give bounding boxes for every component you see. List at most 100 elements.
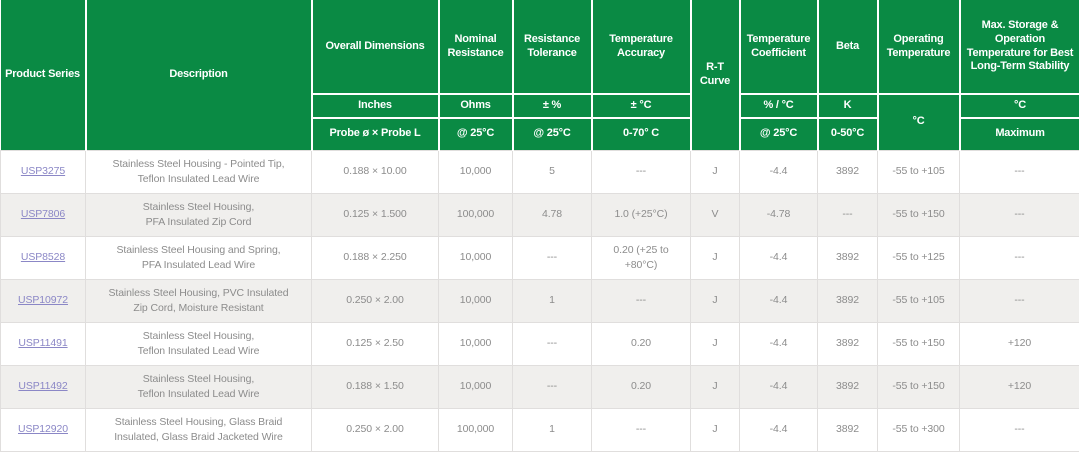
col-header-operating-temperature: Operating Temperature <box>876 0 961 95</box>
cell-accuracy: 0.20 <box>591 364 691 409</box>
cell-description: Stainless Steel Housing, Glass Braid Ins… <box>85 407 312 452</box>
condition-temperature-coefficient: @ 25°C <box>738 117 819 150</box>
cell-operating: -55 to +105 <box>877 149 960 194</box>
cell-beta: 3892 <box>817 364 878 409</box>
unit-overall-dimensions: Inches <box>310 93 440 119</box>
cell-accuracy: 0.20 (+25 to +80°C) <box>591 235 691 280</box>
cell-tolerance: --- <box>512 235 592 280</box>
cell-curve: J <box>690 364 740 409</box>
product-series-link[interactable]: USP12920 <box>18 423 68 436</box>
cell-coefficient: -4.4 <box>739 407 818 452</box>
cell-operating: -55 to +150 <box>877 364 960 409</box>
table-row: USP10972 Stainless Steel Housing, PVC Ins… <box>0 278 1079 323</box>
unit-max-storage: °C <box>958 93 1079 119</box>
cell-coefficient: -4.4 <box>739 278 818 323</box>
cell-resistance: 10,000 <box>438 278 513 323</box>
col-header-resistance-tolerance: Resistance Tolerance <box>511 0 593 95</box>
unit-beta: K <box>816 93 879 119</box>
cell-tolerance: --- <box>512 321 592 366</box>
condition-max-storage: Maximum <box>958 117 1079 150</box>
cell-curve: V <box>690 192 740 237</box>
product-series-link[interactable]: USP11491 <box>18 337 68 350</box>
table-row: USP3275 Stainless Steel Housing - Pointed… <box>0 149 1079 194</box>
cell-max-storage: --- <box>959 192 1079 237</box>
cell-series: USP12920 <box>0 407 86 452</box>
col-header-overall-dimensions: Overall Dimensions <box>310 0 440 95</box>
col-header-description: Description <box>84 0 313 150</box>
cell-series: USP3275 <box>0 149 86 194</box>
condition-beta: 0-50°C <box>816 117 879 150</box>
condition-resistance-tolerance: @ 25°C <box>511 117 593 150</box>
cell-resistance: 10,000 <box>438 321 513 366</box>
cell-max-storage: +120 <box>959 364 1079 409</box>
cell-accuracy: --- <box>591 149 691 194</box>
cell-beta: 3892 <box>817 235 878 280</box>
col-header-rt-curve: R-T Curve <box>689 0 741 150</box>
col-header-max-storage: Max. Storage & Operation Temperature for… <box>958 0 1079 95</box>
product-series-link[interactable]: USP7806 <box>20 208 66 221</box>
cell-description: Stainless Steel Housing, Teflon Insulate… <box>85 321 312 366</box>
cell-beta: 3892 <box>817 149 878 194</box>
product-series-link[interactable]: USP11492 <box>18 380 68 393</box>
cell-dimensions: 0.125 × 1.500 <box>311 192 439 237</box>
cell-dimensions: 0.250 × 2.00 <box>311 407 439 452</box>
product-series-link[interactable]: USP3275 <box>20 165 66 178</box>
table-row: USP7806 Stainless Steel Housing, PFA Insu… <box>0 192 1079 237</box>
unit-operating-temperature: °C <box>876 93 961 150</box>
table-header: Product Series Description Overall Dimen… <box>0 0 1079 150</box>
cell-curve: J <box>690 407 740 452</box>
cell-description: Stainless Steel Housing, PFA Insulated Z… <box>85 192 312 237</box>
cell-max-storage: +120 <box>959 321 1079 366</box>
cell-coefficient: -4.4 <box>739 364 818 409</box>
cell-series: USP11491 <box>0 321 86 366</box>
cell-beta: 3892 <box>817 321 878 366</box>
cell-resistance: 10,000 <box>438 235 513 280</box>
cell-coefficient: -4.4 <box>739 149 818 194</box>
col-header-temperature-accuracy: Temperature Accuracy <box>590 0 692 95</box>
cell-operating: -55 to +150 <box>877 321 960 366</box>
cell-dimensions: 0.250 × 2.00 <box>311 278 439 323</box>
col-header-nominal-resistance: Nominal Resistance <box>437 0 514 95</box>
cell-curve: J <box>690 149 740 194</box>
unit-temperature-accuracy: ± °C <box>590 93 692 119</box>
cell-coefficient: -4.4 <box>739 235 818 280</box>
product-series-link[interactable]: USP10972 <box>18 294 68 307</box>
col-header-product-series: Product Series <box>0 0 87 150</box>
cell-description: Stainless Steel Housing - Pointed Tip, T… <box>85 149 312 194</box>
table-row: USP12920 Stainless Steel Housing, Glass B… <box>0 407 1079 452</box>
cell-tolerance: 4.78 <box>512 192 592 237</box>
condition-overall-dimensions: Probe ø × Probe L <box>310 117 440 150</box>
cell-accuracy: --- <box>591 407 691 452</box>
cell-operating: -55 to +105 <box>877 278 960 323</box>
cell-dimensions: 0.188 × 1.50 <box>311 364 439 409</box>
cell-curve: J <box>690 278 740 323</box>
col-header-temperature-coefficient: Temperature Coefficient <box>738 0 819 95</box>
cell-resistance: 10,000 <box>438 364 513 409</box>
cell-max-storage: --- <box>959 149 1079 194</box>
condition-temperature-accuracy: 0-70° C <box>590 117 692 150</box>
cell-description: Stainless Steel Housing and Spring, PFA … <box>85 235 312 280</box>
cell-accuracy: 1.0 (+25°C) <box>591 192 691 237</box>
cell-tolerance: 5 <box>512 149 592 194</box>
cell-curve: J <box>690 235 740 280</box>
cell-max-storage: --- <box>959 235 1079 280</box>
product-series-link[interactable]: USP8528 <box>20 251 66 264</box>
cell-series: USP8528 <box>0 235 86 280</box>
cell-max-storage: --- <box>959 407 1079 452</box>
cell-dimensions: 0.188 × 10.00 <box>311 149 439 194</box>
unit-temperature-coefficient: % / °C <box>738 93 819 119</box>
cell-description: Stainless Steel Housing, PVC Insulated Z… <box>85 278 312 323</box>
cell-dimensions: 0.188 × 2.250 <box>311 235 439 280</box>
cell-max-storage: --- <box>959 278 1079 323</box>
cell-beta: 3892 <box>817 407 878 452</box>
col-header-beta: Beta <box>816 0 879 95</box>
unit-nominal-resistance: Ohms <box>437 93 514 119</box>
cell-operating: -55 to +150 <box>877 192 960 237</box>
cell-resistance: 10,000 <box>438 149 513 194</box>
condition-nominal-resistance: @ 25°C <box>437 117 514 150</box>
cell-dimensions: 0.125 × 2.50 <box>311 321 439 366</box>
cell-description: Stainless Steel Housing, Teflon Insulate… <box>85 364 312 409</box>
cell-coefficient: -4.78 <box>739 192 818 237</box>
table-row: USP11491 Stainless Steel Housing, Teflon … <box>0 321 1079 366</box>
